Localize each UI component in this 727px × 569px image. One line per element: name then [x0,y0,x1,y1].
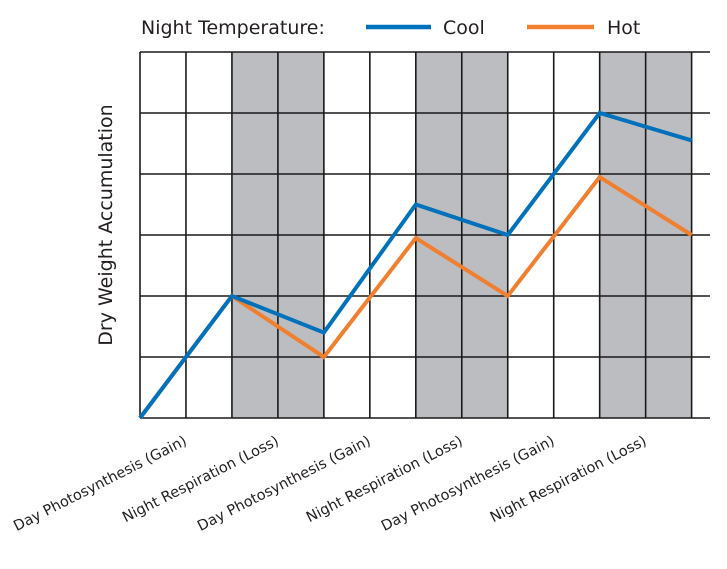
x-tick-label: Night Respiration (Loss) [120,433,281,526]
x-tick-label: Day Photosynthesis (Gain) [379,433,557,534]
legend-title: Night Temperature: [141,17,325,39]
series-lines [138,110,693,420]
x-tick-label: Day Photosynthesis (Gain) [11,433,189,534]
y-axis-label: Dry Weight Accumulation [95,104,117,345]
legend-label-hot: Hot [607,17,640,39]
legend-label-cool: Cool [443,17,485,39]
x-tick-label: Night Respiration (Loss) [488,433,649,526]
x-tick-label: Night Respiration (Loss) [304,433,465,526]
legend: Night Temperature: Cool Hot [141,17,640,39]
x-tick-labels: Day Photosynthesis (Gain)Night Respirati… [11,433,649,534]
x-tick-label: Day Photosynthesis (Gain) [195,433,373,534]
